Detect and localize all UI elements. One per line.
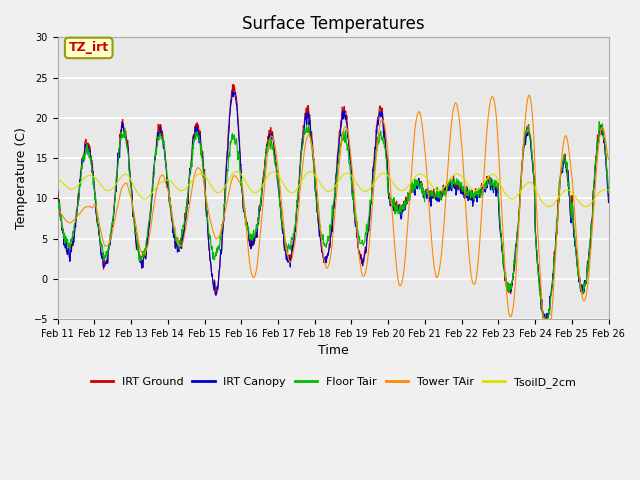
Y-axis label: Temperature (C): Temperature (C): [15, 127, 28, 229]
Title: Surface Temperatures: Surface Temperatures: [242, 15, 424, 33]
Legend: IRT Ground, IRT Canopy, Floor Tair, Tower TAir, TsoilD_2cm: IRT Ground, IRT Canopy, Floor Tair, Towe…: [86, 372, 580, 392]
Text: TZ_irt: TZ_irt: [68, 41, 109, 54]
X-axis label: Time: Time: [317, 344, 349, 357]
